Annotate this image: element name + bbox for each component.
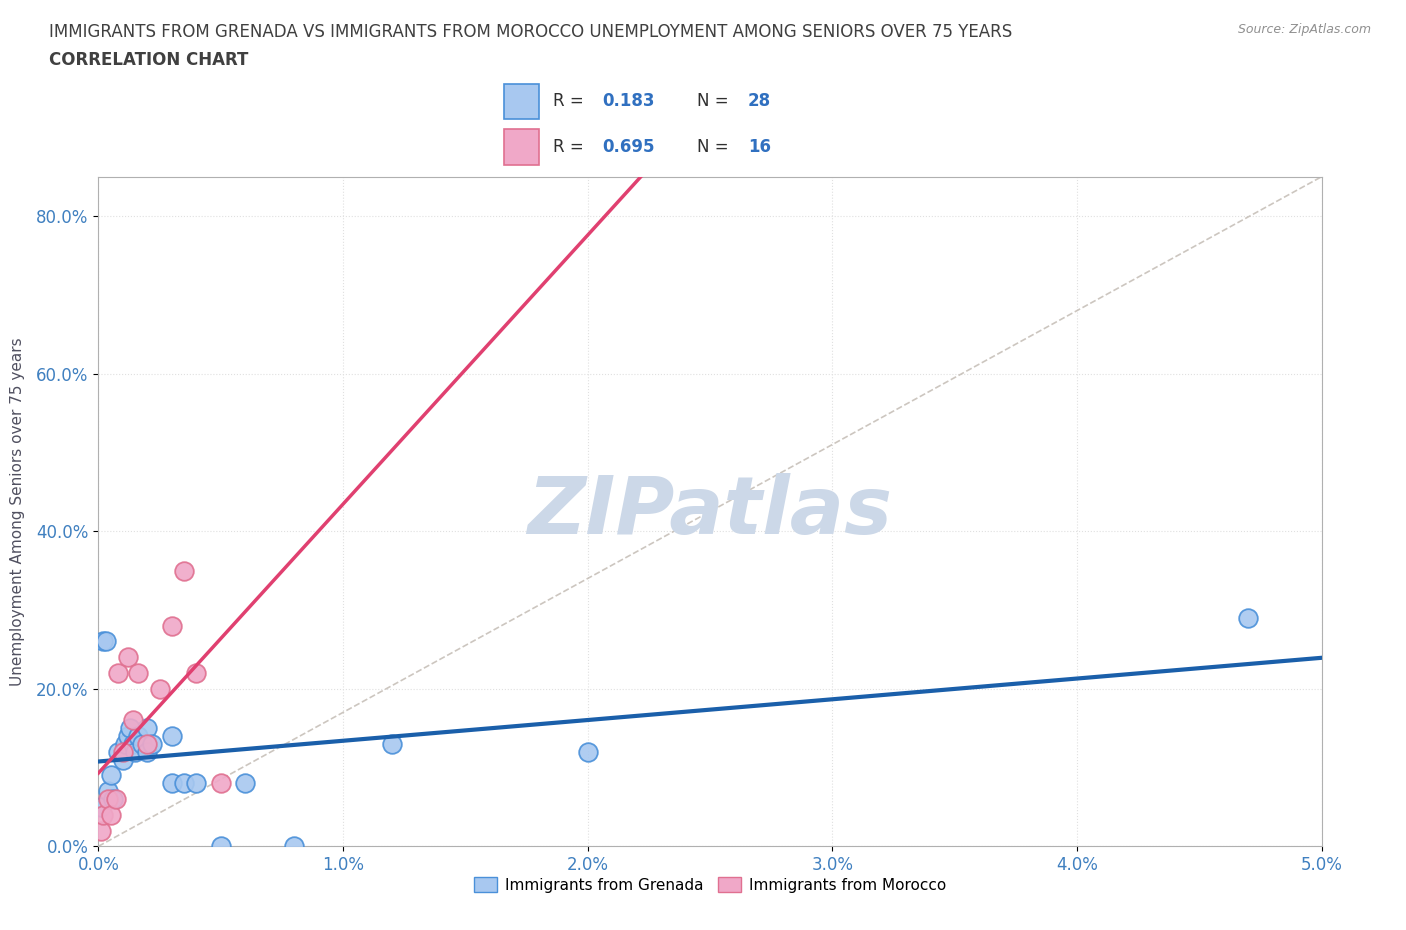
Point (283, 839, 305, 854)
Point (141, 737, 163, 751)
Text: CORRELATION CHART: CORRELATION CHART (49, 51, 249, 69)
Point (186, 776, 208, 790)
Point (111, 744, 134, 759)
Text: IMMIGRANTS FROM GRENADA VS IMMIGRANTS FROM MOROCCO UNEMPLOYMENT AMONG SENIORS OV: IMMIGRANTS FROM GRENADA VS IMMIGRANTS FR… (49, 23, 1012, 41)
Point (173, 564, 195, 578)
Point (124, 744, 146, 759)
Point (173, 776, 195, 790)
Text: N =: N = (697, 138, 734, 156)
Text: 28: 28 (748, 92, 770, 111)
Point (131, 737, 153, 751)
Point (186, 666, 208, 681)
Text: 0.183: 0.183 (602, 92, 655, 111)
Point (97, 791, 120, 806)
Text: R =: R = (553, 138, 589, 156)
Point (90, 800, 112, 815)
Point (104, 791, 127, 806)
Y-axis label: Unemployment Among Seniors over 75 years: Unemployment Among Seniors over 75 years (10, 338, 25, 685)
Point (114, 737, 136, 751)
Point (121, 712, 143, 727)
Text: Source: ZipAtlas.com: Source: ZipAtlas.com (1237, 23, 1371, 36)
Point (117, 728, 139, 743)
Point (94, 634, 117, 649)
Point (100, 807, 122, 822)
Point (160, 618, 183, 633)
Text: N =: N = (697, 92, 734, 111)
Point (1237, 610, 1260, 625)
Text: 16: 16 (748, 138, 770, 156)
Text: R =: R = (553, 92, 589, 111)
Point (91, 807, 114, 822)
Point (233, 776, 256, 790)
Point (209, 776, 232, 790)
Text: 0.695: 0.695 (602, 138, 655, 156)
Point (107, 666, 129, 681)
Point (136, 721, 159, 736)
Point (120, 721, 142, 736)
Point (149, 682, 172, 697)
Point (90, 823, 112, 838)
Point (209, 839, 232, 854)
Point (136, 737, 159, 751)
Text: ZIPatlas: ZIPatlas (527, 472, 893, 551)
FancyBboxPatch shape (503, 129, 540, 165)
Point (127, 666, 149, 681)
Point (111, 752, 134, 767)
Point (100, 768, 122, 783)
Legend: Immigrants from Grenada, Immigrants from Morocco: Immigrants from Grenada, Immigrants from… (468, 870, 952, 899)
Point (91, 634, 114, 649)
Point (117, 650, 139, 665)
FancyBboxPatch shape (503, 84, 540, 119)
Point (107, 744, 129, 759)
Point (101, 791, 124, 806)
Point (136, 744, 159, 759)
Point (576, 744, 599, 759)
Point (97, 784, 120, 799)
Point (127, 728, 149, 743)
Point (160, 776, 183, 790)
Point (121, 737, 143, 751)
Point (381, 737, 404, 751)
Point (160, 728, 183, 743)
